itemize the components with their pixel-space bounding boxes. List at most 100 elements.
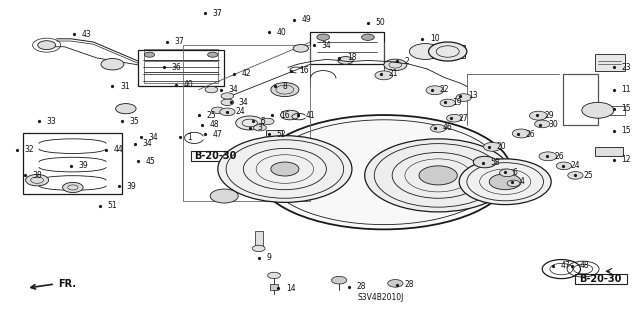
Text: 40: 40 [184,80,194,89]
Bar [23,132,122,195]
Circle shape [338,56,353,64]
Text: 15: 15 [621,126,631,135]
Text: 44: 44 [114,145,124,154]
Circle shape [582,102,614,118]
Text: 9: 9 [267,254,272,263]
Text: 47: 47 [212,130,223,138]
Circle shape [507,180,520,187]
Circle shape [529,111,547,120]
Bar [255,231,262,249]
Ellipse shape [256,115,511,229]
Text: 6: 6 [513,168,518,177]
Circle shape [375,71,393,80]
Bar [593,106,625,115]
Bar [145,49,218,60]
Text: 45: 45 [146,157,156,166]
Text: 41: 41 [305,111,315,120]
Text: 53: 53 [490,158,500,167]
Circle shape [317,34,330,41]
Circle shape [218,136,352,202]
Text: 50: 50 [376,19,385,27]
Circle shape [116,104,136,114]
Circle shape [473,156,496,168]
Bar [432,45,465,58]
Text: 48: 48 [580,261,589,271]
Bar [595,54,625,70]
Text: 4: 4 [519,177,524,186]
Circle shape [280,110,300,120]
Text: 14: 14 [286,284,296,293]
Bar [595,147,623,156]
Text: 15: 15 [621,104,631,113]
Circle shape [271,162,299,176]
Text: 52: 52 [276,130,286,138]
Text: 31: 31 [120,82,130,91]
Text: 22: 22 [440,85,449,94]
Text: 12: 12 [621,155,631,164]
Text: 24: 24 [235,108,244,116]
Text: 25: 25 [583,171,593,180]
Circle shape [205,86,218,93]
Text: 34: 34 [238,98,248,107]
Bar [270,284,278,290]
Text: 29: 29 [545,111,554,120]
Circle shape [568,172,583,179]
Circle shape [236,116,264,130]
Circle shape [440,99,456,107]
Text: 27: 27 [459,114,468,123]
Bar [182,45,310,201]
Text: 28: 28 [404,280,414,289]
Text: 34: 34 [149,133,159,142]
Circle shape [384,59,407,70]
Text: S3V4B2010J: S3V4B2010J [358,293,404,302]
Circle shape [499,169,515,177]
Text: 21: 21 [388,69,398,78]
Circle shape [63,182,83,193]
Bar [145,61,218,71]
Circle shape [365,139,511,212]
Circle shape [207,52,218,57]
Circle shape [252,245,265,252]
Circle shape [261,118,274,124]
Text: 18: 18 [347,53,356,62]
Text: 34: 34 [321,41,331,50]
Text: 48: 48 [209,120,219,129]
Circle shape [211,107,224,114]
Text: 20: 20 [497,142,506,151]
Circle shape [101,58,124,70]
Text: 3: 3 [257,123,262,132]
Circle shape [426,86,444,95]
Circle shape [332,276,347,284]
Bar [410,44,442,59]
Bar [145,72,218,83]
Circle shape [447,115,462,122]
Text: 34: 34 [228,85,239,94]
Circle shape [271,83,299,97]
Text: 43: 43 [82,30,92,39]
Circle shape [362,34,374,41]
Text: 13: 13 [468,92,478,100]
Text: 37: 37 [174,38,184,47]
Circle shape [293,45,308,52]
Circle shape [556,162,572,170]
Circle shape [410,44,442,59]
Bar [138,50,224,86]
Text: 26: 26 [525,130,535,138]
Text: 11: 11 [621,85,631,94]
Circle shape [210,189,238,203]
Circle shape [419,166,458,185]
Text: 34: 34 [143,139,152,148]
Text: 42: 42 [241,69,251,78]
Text: 10: 10 [430,34,440,43]
Circle shape [38,41,56,50]
Text: 39: 39 [79,161,88,170]
Circle shape [539,152,557,161]
Bar [310,33,384,64]
Text: FR.: FR. [58,279,76,289]
Circle shape [534,120,550,128]
Text: 33: 33 [47,117,56,126]
Text: 16: 16 [280,111,289,120]
Bar [191,151,242,161]
Text: 46: 46 [443,123,452,132]
Circle shape [460,159,551,204]
